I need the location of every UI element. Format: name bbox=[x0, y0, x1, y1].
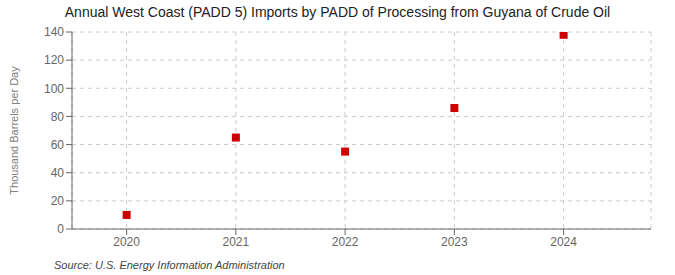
svg-text:140: 140 bbox=[44, 25, 64, 39]
html-text:Annual West Coast (PADD 5) Imp: Annual West Coast (PADD 5) Imports by PA… bbox=[64, 4, 611, 20]
svg-text:2020: 2020 bbox=[113, 235, 140, 249]
svg-text:60: 60 bbox=[51, 138, 65, 152]
svg-text:40: 40 bbox=[51, 166, 65, 180]
svg-text:2022: 2022 bbox=[332, 235, 359, 249]
html-text:Source: U.S. Energy Informatio: Source: U.S. Energy Information Administ… bbox=[54, 259, 285, 271]
svg-text:20: 20 bbox=[51, 194, 65, 208]
svg-text:2024: 2024 bbox=[550, 235, 577, 249]
svg-text:80: 80 bbox=[51, 110, 65, 124]
svg-text:2021: 2021 bbox=[223, 235, 250, 249]
svg-text:2023: 2023 bbox=[441, 235, 468, 249]
svg-text:0: 0 bbox=[57, 222, 64, 236]
svg-text:Thousand Barrels per Day: Thousand Barrels per Day bbox=[8, 66, 20, 195]
svg-text:120: 120 bbox=[44, 53, 64, 67]
svg-text:100: 100 bbox=[44, 82, 64, 96]
